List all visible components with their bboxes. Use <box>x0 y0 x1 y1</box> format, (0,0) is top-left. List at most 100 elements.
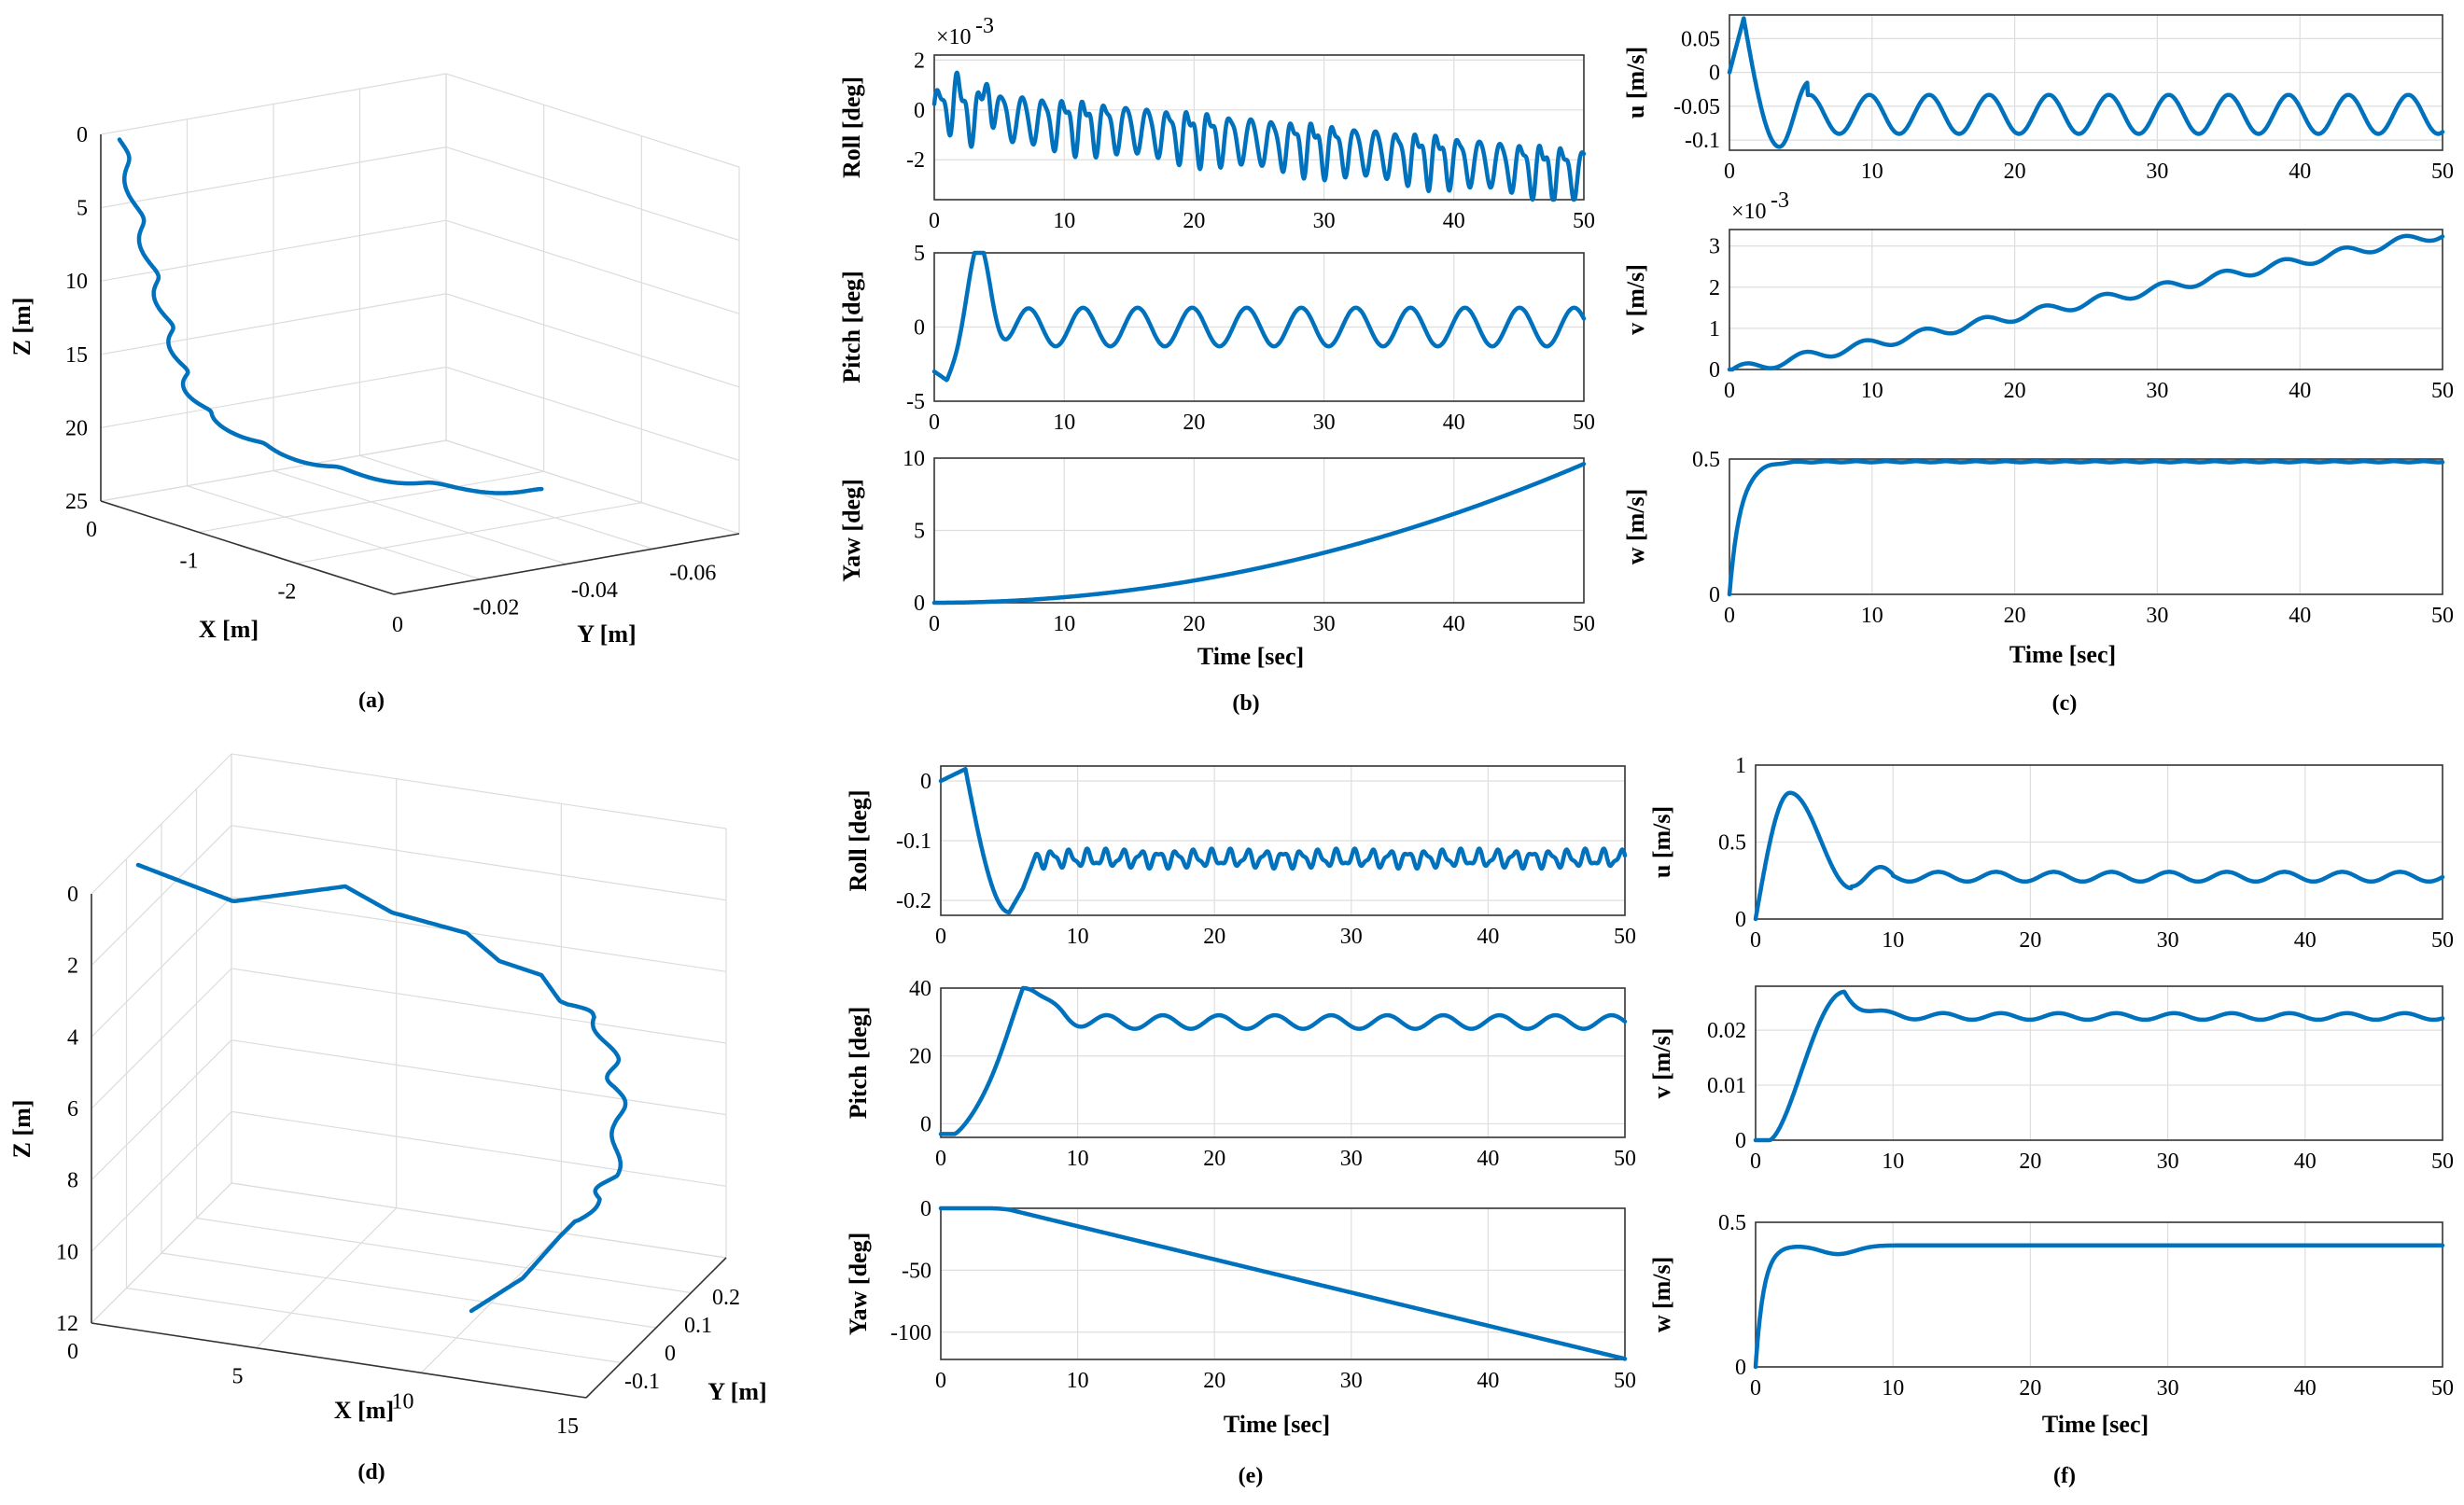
y-tick-label: -2 <box>906 148 925 173</box>
z-axis-label: Z [m] <box>8 1100 35 1159</box>
x-tick-label: 10 <box>1882 1376 1904 1400</box>
x-tick-label: 10 <box>1067 1369 1089 1393</box>
plot-frame <box>1729 458 2443 595</box>
x-tick-label: 0 <box>935 1369 946 1393</box>
subplot-f-v: 0 10 20 30 40 50 0.02 0.01 0 v [m/s] <box>1648 985 2454 1174</box>
x-tick-label: 50 <box>1614 1147 1636 1171</box>
series-line-pitch <box>931 250 1587 383</box>
series-line-roll <box>931 70 1587 202</box>
x-tick-label: -1 <box>180 549 199 573</box>
x-tick-label: 10 <box>1861 604 1883 628</box>
series-line-yaw <box>931 461 1587 606</box>
x-tick-label: 50 <box>2431 604 2454 628</box>
z-tick-label: 8 <box>67 1169 78 1193</box>
x-tick-label: 50 <box>1573 411 1595 435</box>
subplot-e-yaw: 0 10 20 30 40 50 0 -50 -100 Yaw [deg] <box>845 1197 1636 1393</box>
series-line-w <box>1727 459 2445 597</box>
x-tick-label: 10 <box>1882 1150 1904 1174</box>
x-axis-label: Time [sec] <box>2042 1411 2149 1438</box>
y-tick-label: -50 <box>902 1259 931 1283</box>
x-tick-label: 40 <box>2294 1150 2317 1174</box>
series-line-w <box>1753 1243 2445 1370</box>
x-tick-label: 30 <box>1340 1147 1363 1171</box>
x-tick-label: 0 <box>935 925 946 949</box>
grid3d-line <box>100 293 740 388</box>
x-tick-label: 20 <box>1183 612 1205 636</box>
trajectory-line <box>135 862 628 1314</box>
grid3d-line <box>91 896 727 1038</box>
series-line-v <box>1753 989 2445 1143</box>
x-tick-label: 20 <box>1203 1369 1225 1393</box>
y-axis-label: w [m/s] <box>1648 1257 1675 1333</box>
x-tick-label: 40 <box>2289 160 2311 184</box>
y-tick-label: 0.2 <box>712 1286 740 1310</box>
y-axis-label: Pitch [deg] <box>845 1007 872 1120</box>
grid3d-line <box>273 469 567 565</box>
plot-frame <box>1729 229 2443 370</box>
y-tick-label: -0.02 <box>472 595 519 620</box>
x-axis-label: Time [sec] <box>1197 643 1304 670</box>
x-tick-label: 30 <box>1313 411 1336 435</box>
grid3d-line <box>256 1207 398 1349</box>
y-tick-label: 40 <box>909 977 931 1001</box>
trajectory-line <box>117 137 544 495</box>
y-tick-label: 0 <box>920 1112 931 1136</box>
grid3d-line <box>420 1232 562 1373</box>
axis-multiplier: ×10 <box>1731 200 1767 224</box>
y-axis-label: v [m/s] <box>1622 264 1649 335</box>
z-tick-label: 0 <box>77 123 88 147</box>
y-tick-label: 0.5 <box>1718 831 1746 856</box>
plot-frame <box>940 765 1626 916</box>
x-tick-label: 30 <box>2157 928 2179 953</box>
y-axis-label: u [m/s] <box>1648 806 1675 878</box>
grid3d-line <box>91 753 727 895</box>
y-tick-label: -0.2 <box>896 889 931 913</box>
y-tick-label: 5 <box>914 520 925 544</box>
y-tick-label: -0.06 <box>669 561 716 585</box>
y-tick-label: 0 <box>914 592 925 616</box>
x-tick-label: 30 <box>2157 1376 2179 1400</box>
panel-caption: (a) <box>358 689 385 713</box>
grid3d-line <box>126 1287 622 1364</box>
x-tick-label: -2 <box>277 580 296 605</box>
axis-multiplier: ×10 <box>936 25 972 49</box>
x-tick-label: 20 <box>1203 1147 1225 1171</box>
x-tick-label: 20 <box>2019 928 2041 953</box>
y-axis-line <box>585 1257 727 1399</box>
plot-frame <box>1755 985 2443 1141</box>
grid3d-line <box>91 968 727 1109</box>
x-tick-label: 20 <box>2019 1376 2041 1400</box>
plot-area <box>1729 459 2443 594</box>
panel-e: 0 10 20 30 40 50 0 -0.1 -0.2 Roll [deg] 0 10 20 30 40 5… <box>845 765 1636 1488</box>
z-axis-label: Z [m] <box>8 298 35 356</box>
x-tick-label: 40 <box>2289 604 2311 628</box>
x-tick-label: 30 <box>1340 1369 1363 1393</box>
y-tick-label: -0.1 <box>896 829 931 854</box>
grid3d-line <box>187 485 481 580</box>
x-tick-label: 50 <box>1573 209 1595 233</box>
series-line-yaw <box>938 1205 1628 1361</box>
x-tick-label: 5 <box>231 1365 243 1389</box>
grid3d-line <box>100 219 740 314</box>
plot-frame <box>1729 14 2443 151</box>
panel-caption: (b) <box>1232 691 1259 716</box>
grid3d-line <box>161 1252 657 1329</box>
x-tick-label: 30 <box>1340 925 1363 949</box>
x-tick-label: 40 <box>2294 1376 2317 1400</box>
x-tick-label: 10 <box>1053 209 1075 233</box>
y-tick-label: 0 <box>1735 1356 1746 1380</box>
plot-frame <box>1755 764 2443 920</box>
panel-caption: (f) <box>2053 1464 2076 1488</box>
y-tick-label: 0 <box>1709 358 1720 383</box>
plot-frame <box>933 252 1585 402</box>
z-tick-label: 25 <box>65 490 88 514</box>
x-tick-label: 40 <box>1477 1369 1499 1393</box>
y-tick-label: -0.1 <box>624 1370 660 1394</box>
x-tick-label: 50 <box>2431 379 2454 403</box>
panel-caption: (d) <box>357 1460 385 1484</box>
